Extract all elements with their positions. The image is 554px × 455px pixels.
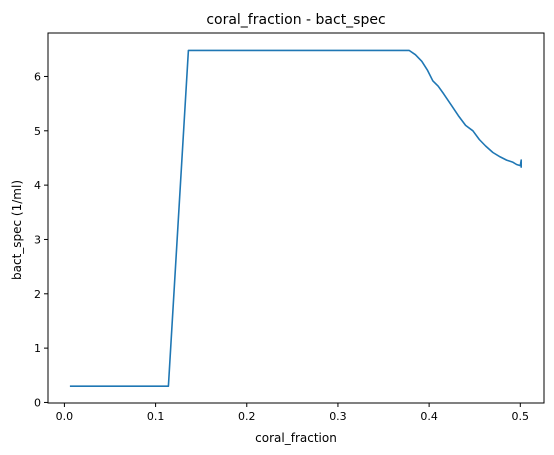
- x-tick-label: 0.2: [238, 410, 256, 423]
- y-tick-label: 6: [34, 70, 41, 83]
- x-tick-label: 0.4: [420, 410, 438, 423]
- x-tick-label: 0.5: [512, 410, 530, 423]
- y-axis: 0 1 2 3 4 5 6: [34, 70, 48, 409]
- y-tick-label: 5: [34, 125, 41, 138]
- y-axis-label: bact_spec (1/ml): [10, 180, 24, 280]
- x-tick-label: 0.0: [56, 410, 74, 423]
- y-tick-label: 2: [34, 288, 41, 301]
- x-axis-label: coral_fraction: [255, 431, 337, 445]
- series-layer: [69, 49, 523, 388]
- x-tick-label: 0.3: [329, 410, 347, 423]
- y-tick-label: 4: [34, 179, 41, 192]
- x-axis: 0.0 0.1 0.2 0.3 0.4 0.5: [56, 403, 529, 423]
- axes-frame: [47, 32, 545, 404]
- y-tick-label: 1: [34, 342, 41, 355]
- series-line: [69, 49, 523, 388]
- y-tick-label: 3: [34, 233, 41, 246]
- chart-title: coral_fraction - bact_spec: [206, 12, 385, 28]
- y-tick-label: 0: [34, 396, 41, 409]
- x-tick-label: 0.1: [147, 410, 165, 423]
